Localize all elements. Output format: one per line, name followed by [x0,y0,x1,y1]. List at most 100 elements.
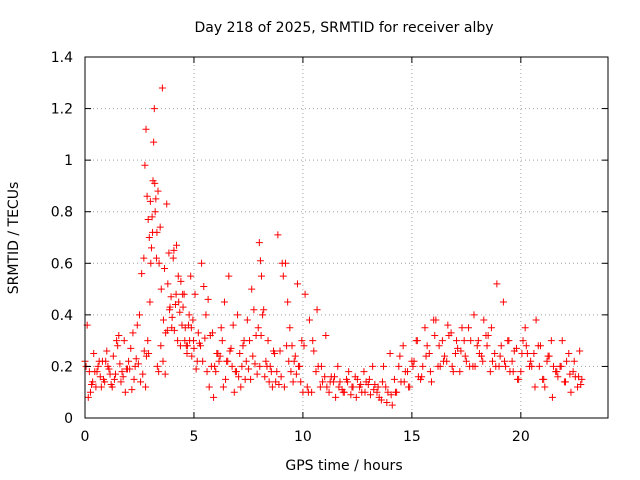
grid-lines [85,57,608,418]
data-point [475,350,483,358]
data-point [211,362,219,370]
data-point [423,342,431,350]
data-point [190,344,198,352]
data-point [565,350,573,358]
data-point [164,280,172,288]
data-point [141,161,149,169]
data-point [258,272,266,280]
data-point [436,362,444,370]
data-point [438,337,446,345]
data-point [345,368,353,376]
data-point [530,350,538,358]
data-point [218,337,226,345]
data-point [365,375,373,383]
data-point [339,388,347,396]
data-point [465,324,473,332]
data-point [334,362,342,370]
data-point [267,368,275,376]
data-point [461,352,469,360]
data-point [159,357,167,365]
data-point [265,378,273,386]
data-point [226,347,234,355]
data-point [176,342,184,350]
x-tick-label: 0 [81,429,90,445]
data-point [557,362,565,370]
data-point [298,337,306,345]
data-point [540,375,548,383]
data-point [484,331,492,339]
data-point [375,393,383,401]
data-point [264,337,272,345]
data-point [413,337,421,345]
data-point [153,362,161,370]
data-point [152,195,160,203]
data-point [215,357,223,365]
data-point [323,383,331,391]
data-point [462,357,470,365]
data-point [121,388,129,396]
data-point [313,306,321,314]
data-point [277,373,285,381]
data-point [134,360,142,368]
data-point [272,378,280,386]
y-tick-label: 0 [64,411,73,427]
data-point [467,337,475,345]
data-point [200,282,208,290]
data-point [130,375,138,383]
data-point [500,357,508,365]
data-point [431,331,439,339]
data-point [522,342,530,350]
data-point [144,215,152,223]
data-point [278,259,286,267]
data-point [321,373,329,381]
data-point [150,105,158,113]
data-point [257,331,265,339]
data-point [163,200,171,208]
data-point [202,311,210,319]
data-point [554,373,562,381]
data-point [496,352,504,360]
data-point [473,342,481,350]
data-point [153,228,161,236]
data-point [480,316,488,324]
data-point [421,324,429,332]
data-point [361,388,369,396]
data-point [177,277,185,285]
data-point [380,362,388,370]
data-point [254,324,262,332]
data-point [135,311,143,319]
y-tick-label: 1.2 [51,102,73,118]
data-point [248,285,256,293]
data-point [127,344,135,352]
data-point [451,350,459,358]
data-point [176,308,184,316]
data-point [386,350,394,358]
data-point [116,360,124,368]
data-point [510,347,518,355]
data-point [347,391,355,399]
data-point [563,357,571,365]
data-point [238,362,246,370]
x-tick-label: 15 [403,429,421,445]
data-point [195,339,203,347]
data-point [190,337,198,345]
data-point [179,290,187,298]
data-point [232,368,240,376]
data-point [171,301,179,309]
data-point [460,337,468,345]
data-point [374,383,382,391]
data-point [536,342,544,350]
data-point [502,362,510,370]
data-point [419,362,427,370]
data-point [161,264,169,272]
data-point [263,362,271,370]
data-point [237,383,245,391]
data-point [576,347,584,355]
data-point [250,306,258,314]
data-point [449,368,457,376]
data-point [492,362,500,370]
data-point [445,331,453,339]
data-point [192,365,200,373]
data-point [544,352,552,360]
